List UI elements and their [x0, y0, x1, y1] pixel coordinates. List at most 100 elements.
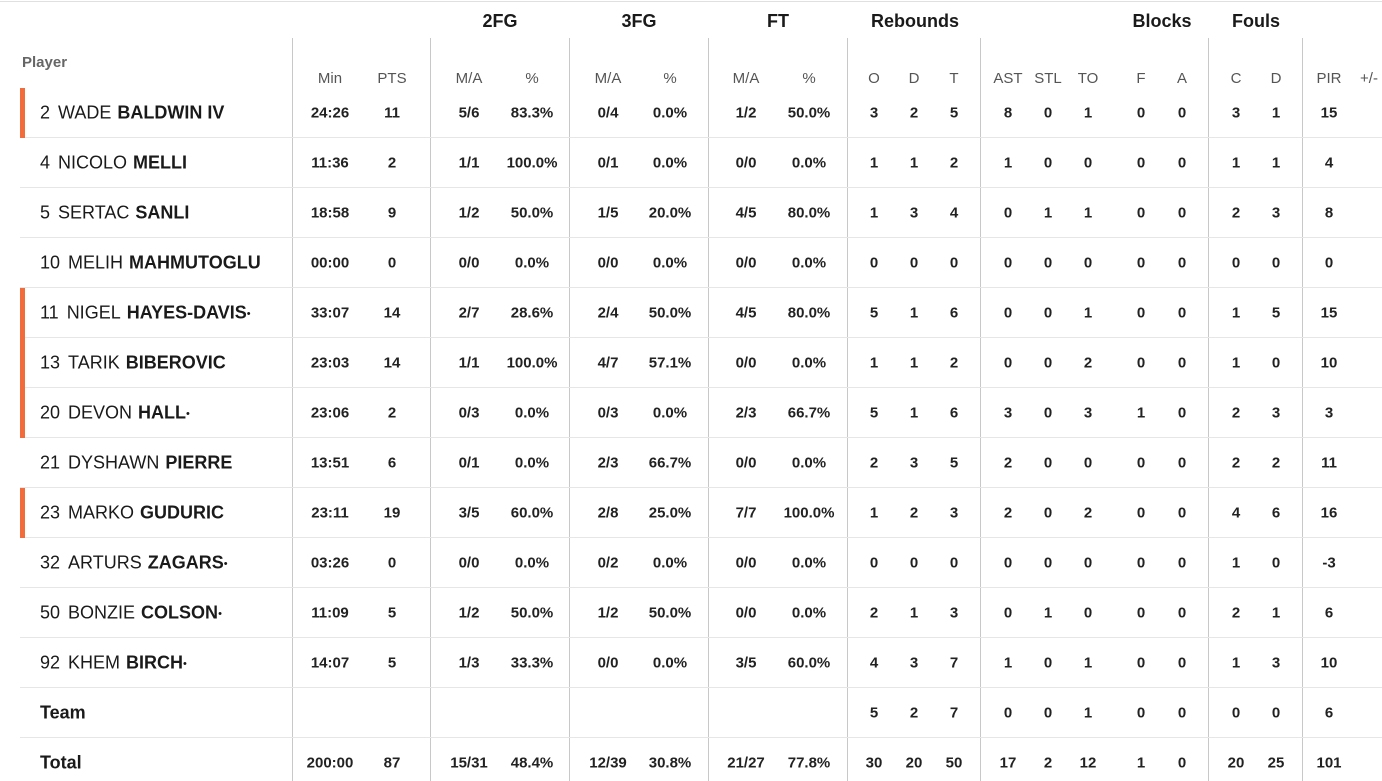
stat-cell: 2 [1271, 454, 1281, 472]
stat-cell: 6 [1324, 604, 1334, 622]
stat-cell: 2 [1083, 354, 1093, 372]
stat-cell: 2 [1083, 504, 1093, 522]
player-number: 10 [40, 252, 61, 273]
stat-cell: 0.0% [514, 404, 550, 422]
column-header: D [1270, 70, 1282, 87]
row-divider [20, 587, 1382, 588]
stat-cell: 1 [869, 204, 879, 222]
player-name: 11 NIGEL HAYES-DAVIS• [40, 303, 251, 324]
stat-cell: 1/5 [597, 204, 619, 222]
stat-cell: 3 [909, 654, 919, 672]
player-first-name: DYSHAWN [68, 452, 160, 473]
stat-cell: 5 [869, 404, 879, 422]
stat-cell: 0 [1136, 704, 1146, 722]
stat-cell: 7 [949, 654, 959, 672]
row-divider [20, 137, 1382, 138]
stat-cell: 0 [1177, 354, 1187, 372]
player-last-name: HALL [138, 402, 187, 423]
stat-cell: 0 [1271, 704, 1281, 722]
stat-cell: 1 [1083, 204, 1093, 222]
stat-cell: 100.0% [506, 354, 558, 372]
stat-cell: 2 [909, 104, 919, 122]
stat-cell: 0 [1271, 354, 1281, 372]
stat-cell: 60.0% [787, 654, 831, 672]
stat-cell: 0/3 [597, 404, 619, 422]
stat-cell: 23:03 [310, 354, 350, 372]
column-divider [430, 38, 431, 781]
stat-cell: 0 [909, 254, 919, 272]
stat-cell: 1 [1231, 304, 1241, 322]
stat-cell: 50.0% [648, 604, 692, 622]
stat-cell: 2 [869, 604, 879, 622]
stat-cell: 33:07 [310, 304, 350, 322]
stat-cell: 4 [1231, 504, 1241, 522]
stat-cell: 0/0 [735, 604, 757, 622]
stat-cell: 2 [1231, 604, 1241, 622]
stat-cell: 0 [1136, 504, 1146, 522]
stat-cell: 0.0% [652, 104, 688, 122]
stat-cell: 60.0% [510, 504, 554, 522]
stat-cell: 100.0% [506, 154, 558, 172]
player-name: 50 BONZIE COLSON• [40, 603, 222, 624]
stat-cell: 25.0% [648, 504, 692, 522]
stat-cell: 0 [1136, 204, 1146, 222]
stat-cell: 18:58 [310, 204, 350, 222]
stat-cell: 2 [387, 154, 397, 172]
group-header: 3FG [621, 11, 657, 31]
stat-cell: 15 [1320, 304, 1338, 322]
stat-cell: 1 [1136, 754, 1146, 772]
stat-cell: 0 [949, 254, 959, 272]
stat-cell: 0 [1043, 354, 1053, 372]
stat-cell: 7 [949, 704, 959, 722]
stat-cell: 101 [1316, 754, 1342, 772]
stat-cell: 1/2 [458, 204, 480, 222]
stat-cell: 14 [383, 354, 401, 372]
player-name: 4 NICOLO MELLI [40, 153, 187, 174]
stat-cell: 0 [1083, 554, 1093, 572]
stat-cell: 0 [1043, 454, 1053, 472]
stat-cell: 1 [1003, 654, 1013, 672]
stat-cell: 0 [387, 254, 397, 272]
stat-cell: 1 [869, 154, 879, 172]
player-number: 11 [40, 302, 59, 323]
player-name: 32 ARTURS ZAGARS• [40, 553, 228, 574]
player-name: 23 MARKO GUDURIC [40, 503, 224, 524]
player-first-name: NIGEL [66, 302, 121, 323]
row-divider [20, 337, 1382, 338]
stat-cell: 1 [1043, 204, 1053, 222]
stat-cell: 4 [949, 204, 959, 222]
stat-cell: 1 [909, 404, 919, 422]
column-header: PTS [377, 70, 407, 87]
stat-cell: 6 [949, 404, 959, 422]
stat-cell: 0 [1136, 454, 1146, 472]
stat-cell: 0 [1003, 354, 1013, 372]
stat-cell: 1 [1083, 704, 1093, 722]
stat-cell: 14:07 [310, 654, 350, 672]
stat-cell: 0 [1136, 304, 1146, 322]
starter-marker [20, 88, 25, 138]
column-header: % [525, 70, 539, 87]
stat-cell: 0 [1136, 654, 1146, 672]
stat-cell: 2 [1003, 454, 1013, 472]
column-header: F [1136, 70, 1146, 87]
column-header: STL [1034, 70, 1062, 87]
stat-cell: 0 [1083, 154, 1093, 172]
stat-cell: 0 [949, 554, 959, 572]
row-divider [20, 687, 1382, 688]
stat-cell: 0.0% [791, 554, 827, 572]
stat-cell: 0.0% [514, 554, 550, 572]
stat-cell: 33.3% [510, 654, 554, 672]
player-number: 13 [40, 352, 61, 373]
stat-cell: 0 [1003, 204, 1013, 222]
stat-cell: 0/0 [735, 554, 757, 572]
stat-cell: 0 [1136, 154, 1146, 172]
stat-cell: 0.0% [652, 154, 688, 172]
stat-cell: 0 [1136, 354, 1146, 372]
stat-cell: 200:00 [306, 754, 354, 772]
stat-cell: 3/5 [735, 654, 757, 672]
stat-cell: 0 [1083, 604, 1093, 622]
stat-cell: 0.0% [514, 254, 550, 272]
column-header: TO [1077, 70, 1099, 87]
stat-cell: 2 [1003, 504, 1013, 522]
stat-cell: 0 [1043, 154, 1053, 172]
